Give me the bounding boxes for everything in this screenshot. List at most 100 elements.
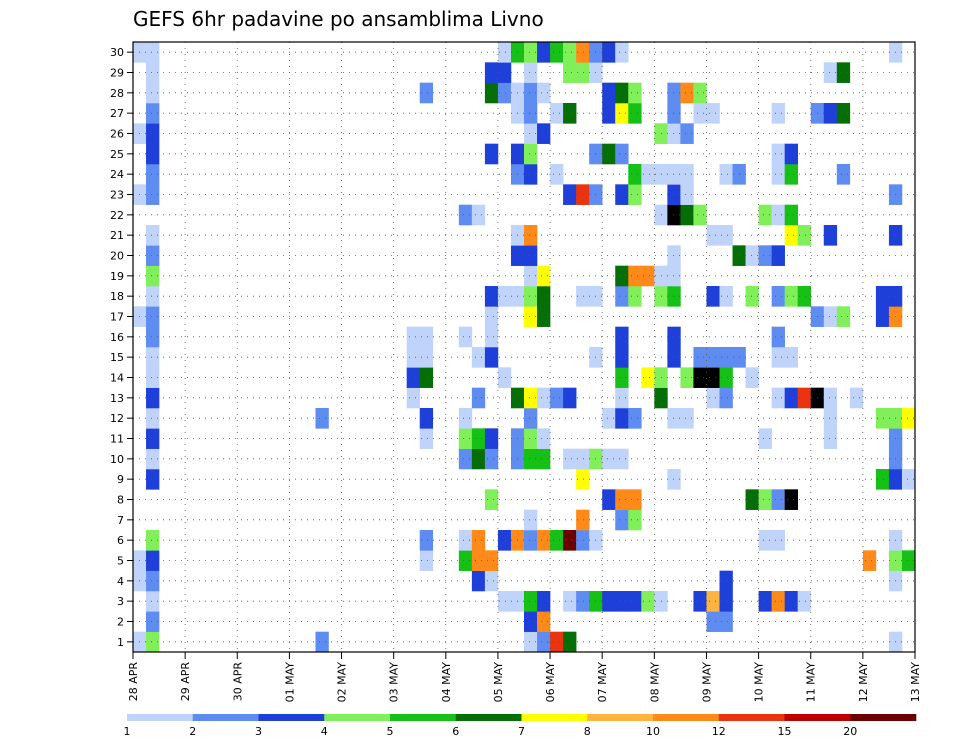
- colorbar-label: 20: [843, 725, 857, 738]
- heatmap-cell: [419, 82, 434, 104]
- heatmap-cell: [771, 387, 785, 409]
- heatmap-cell: [784, 164, 798, 185]
- heatmap-cell: [667, 164, 681, 185]
- heatmap-cell: [458, 448, 473, 470]
- x-axis-ticks: 28 APR 29 APR 30 APR 01 MAY 02 MAY 03 MAY 04 M…: [127, 652, 922, 702]
- y-tick-label: 6: [117, 534, 124, 547]
- y-tick-label: 15: [110, 351, 124, 364]
- heatmap-cell: [146, 286, 160, 307]
- heatmap-cell: [628, 265, 642, 287]
- heatmap-cell: [146, 469, 160, 490]
- plot-frame: [132, 41, 916, 653]
- chart-title: GEFS 6hr padavine po ansamblima Livno: [133, 7, 544, 31]
- heatmap-cell: [745, 286, 759, 307]
- heatmap-cell: [680, 408, 694, 429]
- heatmap-cell: [458, 550, 473, 571]
- heatmap-cell: [484, 82, 499, 104]
- heatmap-cell: [146, 408, 160, 429]
- colorbar-label: 7: [518, 725, 525, 738]
- heatmap-cell: [537, 387, 551, 409]
- y-tick-label: 7: [117, 514, 124, 527]
- heatmap-cell: [654, 204, 668, 226]
- heatmap-cell: [484, 428, 499, 449]
- heatmap-cell: [146, 103, 160, 124]
- heatmap-cell: [524, 530, 538, 551]
- heatmap-cell: [641, 367, 655, 388]
- gridlines: [133, 42, 915, 652]
- heatmap-cell: [771, 143, 785, 165]
- y-tick-label: 22: [110, 209, 124, 222]
- heatmap-cell: [628, 591, 642, 612]
- heatmap-cell: [823, 62, 838, 83]
- heatmap-cell: [563, 631, 577, 653]
- heatmap-cell: [628, 408, 642, 429]
- heatmap-cell: [537, 530, 551, 551]
- heatmap-cell: [667, 184, 681, 205]
- heatmap-cell: [615, 326, 629, 348]
- heatmap-cell: [706, 286, 720, 307]
- heatmap-cell: [901, 408, 916, 429]
- y-tick-label: 23: [110, 189, 124, 202]
- heatmap-cell: [497, 530, 512, 551]
- heatmap-cell: [563, 591, 577, 612]
- heatmap-cell: [654, 591, 668, 612]
- colorbar-label: 5: [387, 725, 394, 738]
- heatmap-cell: [706, 367, 720, 388]
- heatmap-cell: [524, 42, 538, 63]
- heatmap-cell: [458, 204, 473, 226]
- y-tick-label: 24: [110, 168, 124, 181]
- heatmap-cell: [654, 123, 668, 144]
- heatmap-cell: [524, 591, 538, 612]
- heatmap-cell: [563, 103, 577, 124]
- heatmap-cell: [706, 103, 720, 124]
- y-tick-label: 2: [117, 616, 124, 629]
- heatmap-cell: [484, 143, 499, 165]
- heatmap-cell: [524, 82, 538, 104]
- heatmap-cell: [471, 204, 486, 226]
- heatmap-cell: [146, 550, 160, 571]
- colorbar-label: 4: [321, 725, 328, 738]
- colorbar-segment: [587, 714, 654, 721]
- x-tick-label: 28 APR: [127, 662, 140, 702]
- x-tick-label: 02 MAY: [336, 662, 349, 703]
- heatmap-cell: [484, 62, 499, 83]
- heatmap-cell: [771, 103, 785, 124]
- y-tick-label: 30: [110, 46, 124, 59]
- heatmap-cell: [406, 387, 421, 409]
- y-tick-label: 10: [110, 453, 124, 466]
- x-tick-label: 29 APR: [179, 662, 192, 702]
- heatmap-cell: [471, 530, 486, 551]
- heatmap-cell: [745, 367, 759, 388]
- heatmap-cell: [719, 367, 733, 388]
- heatmap-cell: [419, 408, 434, 429]
- heatmap-cell: [615, 103, 629, 124]
- heatmap-cell: [628, 82, 642, 104]
- heatmap-cell: [146, 347, 160, 368]
- heatmap-cell: [693, 82, 707, 104]
- heatmap-cell: [797, 286, 812, 307]
- heatmap-cell: [550, 42, 564, 63]
- heatmap-cell: [641, 265, 655, 287]
- x-tick-label: 01 MAY: [283, 662, 296, 703]
- heatmap-cell: [706, 225, 720, 246]
- heatmap-cell: [146, 184, 160, 205]
- heatmap-cell: [719, 591, 733, 612]
- heatmap-cell: [680, 164, 694, 185]
- heatmap-cell: [550, 164, 564, 185]
- heatmap-cell: [823, 225, 838, 246]
- heatmap-cell: [484, 286, 499, 307]
- heatmap-cell: [615, 143, 629, 165]
- heatmap-cell: [771, 530, 785, 551]
- heatmap-cell: [576, 286, 590, 307]
- heatmap-cell: [758, 530, 772, 551]
- y-tick-label: 12: [110, 412, 124, 425]
- heatmap-cell: [875, 286, 890, 307]
- heatmap-cell: [419, 428, 434, 449]
- heatmap-cell: [628, 286, 642, 307]
- heatmap-cell: [628, 509, 642, 531]
- heatmap-cell: [406, 326, 421, 348]
- colorbar-label: 12: [712, 725, 726, 738]
- heatmap-cell: [419, 326, 434, 348]
- x-tick-label: 04 MAY: [440, 662, 453, 703]
- heatmap-cell: [628, 184, 642, 205]
